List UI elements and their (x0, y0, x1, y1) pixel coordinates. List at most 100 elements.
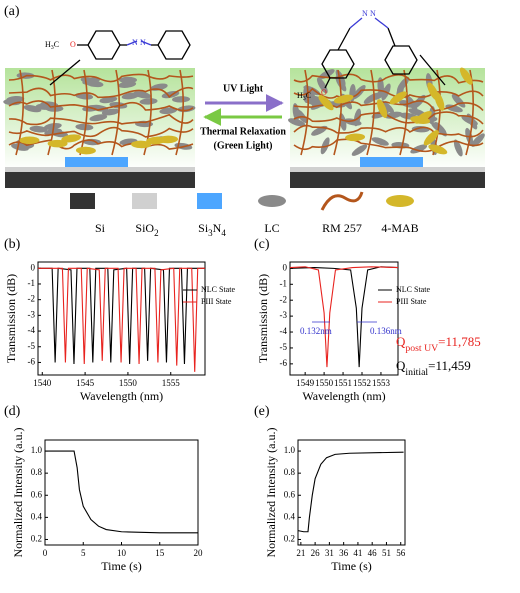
azo-molecule (75, 146, 96, 155)
y-tick-label: 0.8 (31, 467, 43, 477)
si (5, 172, 195, 188)
text-part: H (45, 40, 51, 49)
text-part: 0.136nm (370, 326, 402, 336)
legend-swatch (70, 193, 95, 209)
lc-molecule (288, 118, 306, 127)
x-tick-label: 41 (353, 548, 362, 558)
molecule (49, 27, 446, 89)
uv-label: UV Light (223, 83, 264, 94)
legend-label: Si (95, 221, 106, 235)
panel-label: (a) (4, 4, 20, 19)
x-tick-label: 21 (296, 548, 305, 558)
lc-molecule (471, 133, 485, 147)
rm257-network (175, 69, 184, 156)
thermal-label: Thermal Relaxation (200, 126, 286, 137)
text-part: post UV (405, 343, 438, 354)
x-tick-label: 26 (311, 548, 321, 558)
x-tick-label: 1545 (76, 378, 95, 388)
y-tick-label: -2 (280, 294, 288, 304)
plot-frame (289, 261, 399, 376)
x-tick-label: 15 (155, 548, 165, 558)
panel-label: (c) (254, 237, 270, 252)
x-axis-label: Time (s) (101, 559, 142, 573)
text-part: N (213, 221, 222, 235)
lc-molecule (29, 125, 48, 133)
green-label: (Green Light) (214, 140, 273, 151)
y-tick-label: 1.0 (284, 445, 296, 455)
lc-molecule (292, 103, 300, 121)
x-axis-label: Wavelength (nm) (80, 389, 163, 403)
y-axis-label: Transmission (dB) (256, 274, 270, 363)
nitrogen: N (140, 38, 146, 47)
lc-molecule (461, 115, 478, 126)
azo-molecule (376, 99, 388, 119)
lc-molecule (118, 81, 137, 88)
y-tick-label: -1 (28, 278, 36, 288)
lc-molecule (453, 139, 463, 157)
text-part: 3 (303, 96, 306, 102)
x-tick-label: 51 (382, 548, 391, 558)
y-tick-label: 1.0 (31, 445, 43, 455)
si3n4 (65, 157, 128, 167)
lc-molecule (85, 80, 104, 88)
lc-molecule (75, 123, 94, 131)
text-part: H (297, 91, 303, 100)
data-line (45, 450, 198, 534)
x-tick-label: 20 (194, 548, 204, 558)
y-tick-label: -5 (280, 342, 288, 352)
x-tick-label: 1553 (372, 378, 391, 388)
legend-label: NLC State (396, 285, 430, 294)
azo-molecule (389, 91, 407, 105)
x-tick-label: 46 (368, 548, 378, 558)
azo-molecule (427, 82, 439, 101)
y-tick-label: -4 (280, 326, 288, 336)
lc-molecule (351, 144, 368, 156)
legend-label: PIII State (201, 297, 232, 306)
azo-molecule (131, 140, 152, 149)
y-tick-label: 0.2 (284, 534, 295, 544)
sio2 (5, 167, 195, 172)
rm257-network (8, 86, 194, 99)
legend-swatch (386, 195, 414, 207)
rm257-network (8, 113, 194, 126)
lc-molecule (412, 94, 426, 109)
x-tick-label: 0 (43, 548, 48, 558)
rm257-network (293, 100, 484, 112)
y-tick-label: -6 (28, 357, 36, 367)
legend-label: RM 257 (322, 221, 362, 235)
text-part: 4-MAB (381, 221, 418, 235)
lc-molecule (159, 107, 178, 115)
text-part: 3 (51, 45, 54, 51)
x-tick-label: 1555 (162, 378, 181, 388)
x-tick-label: 1551 (334, 378, 352, 388)
x-tick-label: 36 (339, 548, 349, 558)
plot-frame (297, 439, 406, 546)
azo-molecule (333, 94, 354, 104)
rm257-network (399, 69, 408, 156)
rm257-network (293, 124, 484, 138)
lc-molecule (343, 118, 362, 126)
si (290, 172, 485, 188)
y-tick-label: 0.4 (284, 511, 296, 521)
text-part: C (54, 40, 59, 49)
legend-label: Si3N4 (198, 221, 226, 238)
lc-molecule (43, 122, 62, 130)
legend-swatch (320, 191, 364, 211)
azo-molecule (158, 135, 179, 144)
data-line (297, 451, 404, 533)
text-part: SiO (135, 221, 154, 235)
text-part: 3 (208, 228, 213, 238)
legend-label: LC (264, 221, 279, 235)
rm257-network (111, 69, 120, 156)
text-part: C (306, 91, 311, 100)
azo-molecule (318, 95, 334, 111)
annotation: Qpost UV=11,785 (396, 334, 481, 354)
panel-label: (d) (4, 404, 21, 419)
plot-frame (37, 261, 206, 376)
y-tick-label: 0 (31, 262, 36, 272)
azo-molecule (19, 136, 40, 145)
text-part: =11,785 (438, 334, 481, 349)
text-part: Si (95, 221, 106, 235)
x-tick-label: 1552 (353, 378, 371, 388)
